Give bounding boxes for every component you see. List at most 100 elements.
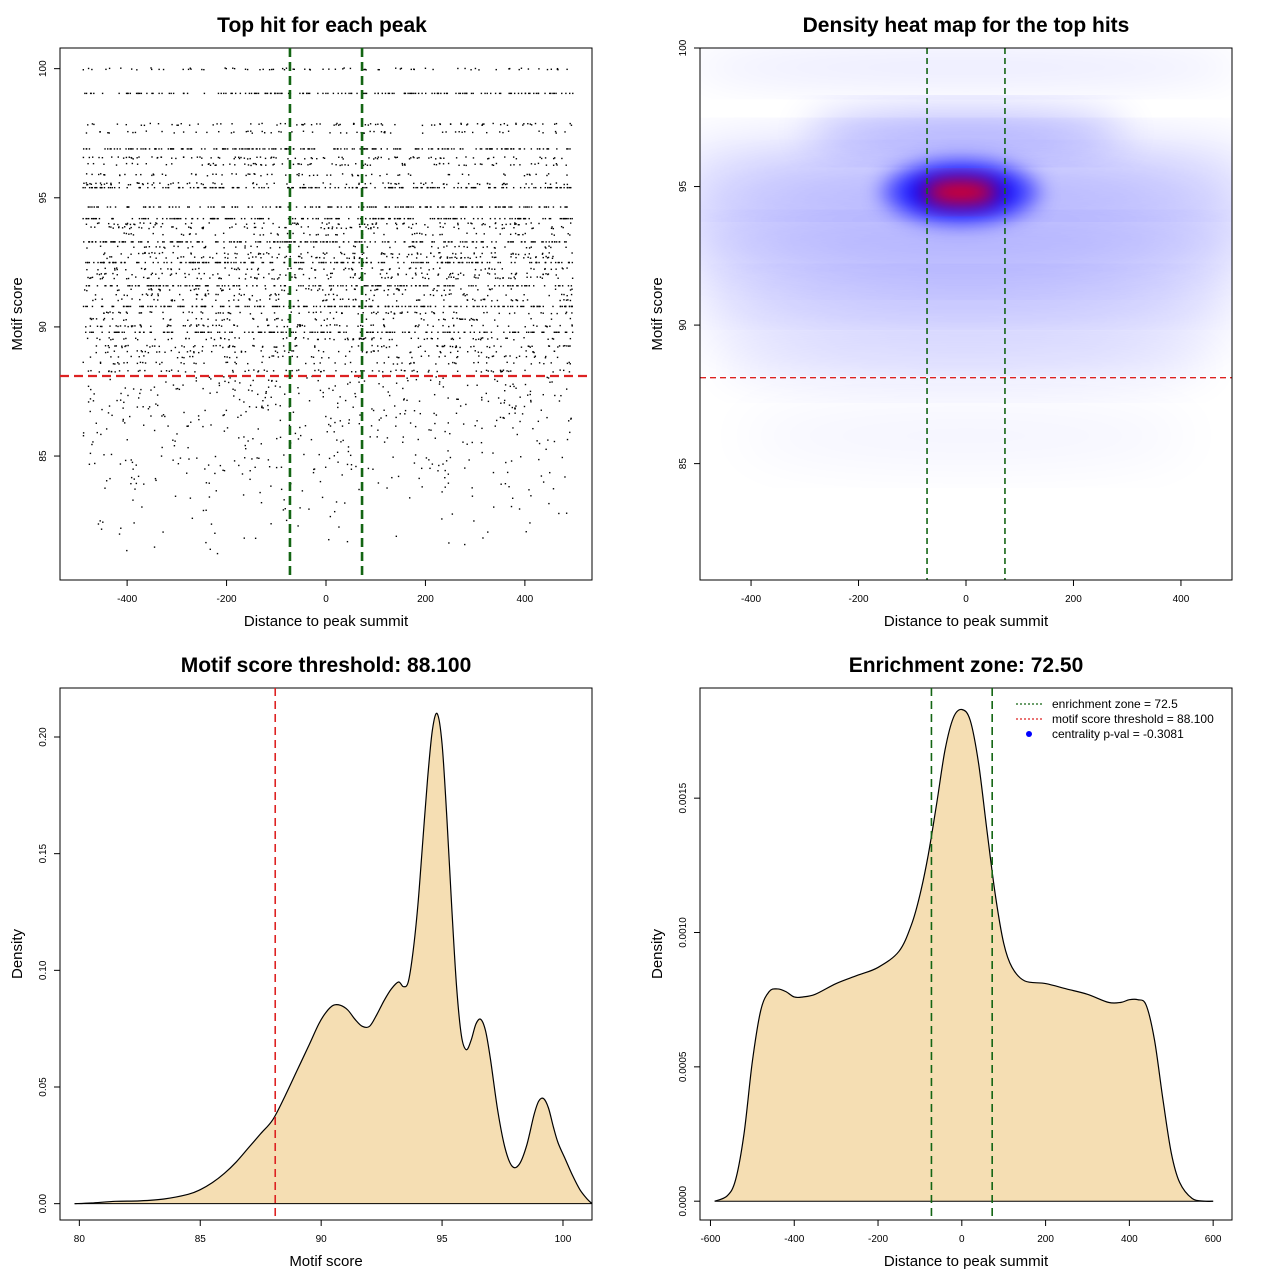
- scatter-point: [431, 186, 433, 189]
- scatter-point: [125, 162, 128, 165]
- scatter-point: [251, 294, 254, 297]
- scatter-point: [265, 392, 267, 394]
- scatter-point: [440, 217, 442, 220]
- scatter-point: [439, 222, 441, 224]
- scatter-point: [559, 305, 562, 308]
- scatter-point: [135, 337, 137, 340]
- scatter-point: [550, 227, 553, 230]
- scatter-point: [121, 345, 123, 347]
- scatter-point: [130, 156, 132, 159]
- scatter-point: [173, 445, 176, 447]
- scatter-point: [223, 305, 225, 308]
- scatter-point: [131, 325, 133, 328]
- scatter-point: [89, 182, 91, 185]
- scatter-point: [488, 346, 491, 349]
- scatter-point: [256, 457, 258, 459]
- scatter-point: [114, 269, 116, 271]
- scatter-point: [329, 312, 331, 314]
- scatter-point: [327, 217, 329, 220]
- scatter-point: [214, 241, 217, 243]
- scatter-point: [246, 227, 249, 229]
- scatter-point: [441, 294, 443, 297]
- scatter-point: [504, 246, 506, 248]
- scatter-point: [321, 261, 323, 264]
- scatter-point: [163, 331, 166, 333]
- scatter-point: [162, 285, 165, 287]
- scatter-point: [92, 217, 94, 220]
- scatter-point: [222, 312, 224, 314]
- scatter-point: [404, 331, 406, 333]
- scatter-point: [369, 217, 371, 220]
- scatter-point: [468, 285, 470, 287]
- scatter-point: [183, 305, 185, 308]
- scatter-ytick-label: 100: [38, 60, 49, 77]
- distance-density-xtick-label: 200: [1037, 1234, 1054, 1245]
- scatter-point: [542, 305, 545, 308]
- scatter-point: [532, 351, 534, 353]
- scatter-point: [237, 299, 240, 301]
- scatter-point: [310, 124, 313, 126]
- scatter-point: [371, 344, 373, 347]
- scatter-point: [114, 267, 116, 270]
- scatter-point: [308, 148, 311, 150]
- scatter-point: [568, 361, 570, 364]
- scatter-point: [343, 241, 345, 243]
- scatter-point: [195, 288, 197, 290]
- scatter-point: [175, 227, 178, 230]
- scatter-point: [217, 217, 219, 220]
- scatter-point: [505, 461, 507, 464]
- scatter-point: [208, 222, 210, 224]
- scatter-point: [468, 261, 470, 264]
- scatter-point: [501, 370, 504, 373]
- scatter-point: [175, 388, 177, 390]
- scatter-point: [408, 246, 410, 248]
- scatter-point: [158, 252, 161, 255]
- scatter-point: [255, 148, 258, 150]
- scatter-point: [280, 285, 282, 287]
- scatter-point: [235, 257, 237, 259]
- scatter-point: [318, 206, 320, 208]
- scatter-point: [548, 241, 550, 243]
- scatter-point: [251, 458, 253, 460]
- scatter-point: [437, 331, 439, 333]
- scatter-point: [524, 285, 526, 287]
- scatter-point: [533, 241, 535, 243]
- scatter-point: [234, 156, 237, 158]
- scatter-point: [87, 124, 89, 126]
- scatter-point: [500, 483, 502, 485]
- scatter-point: [518, 508, 521, 510]
- scatter-point: [327, 92, 329, 95]
- scatter-point: [475, 232, 478, 235]
- scatter-point: [234, 389, 236, 391]
- scatter-point: [550, 68, 553, 70]
- scatter-point: [367, 467, 370, 470]
- scatter-point: [285, 369, 287, 372]
- scatter-point: [124, 345, 126, 348]
- scatter-point: [570, 417, 572, 420]
- scatter-point: [258, 331, 260, 333]
- scatter-point: [102, 261, 105, 264]
- scatter-point: [133, 223, 135, 225]
- scatter-point: [116, 268, 118, 271]
- scatter-point: [248, 92, 251, 95]
- scatter-point: [314, 277, 317, 279]
- scatter-point: [95, 241, 97, 243]
- scatter-point: [215, 324, 217, 327]
- heatmap-x-label: Distance to peak summit: [884, 613, 1049, 630]
- scatter-point: [127, 325, 129, 328]
- scatter-point: [550, 246, 552, 249]
- scatter-point: [345, 305, 348, 308]
- scatter-point: [521, 241, 523, 243]
- scatter-point: [381, 124, 384, 126]
- scatter-point: [106, 148, 109, 150]
- scatter-point: [120, 261, 123, 264]
- scatter-point: [211, 186, 213, 189]
- scatter-point: [302, 285, 304, 287]
- scatter-point: [230, 241, 233, 243]
- scatter-point: [440, 261, 443, 264]
- scatter-point: [171, 217, 173, 220]
- scatter-point: [328, 457, 331, 460]
- scatter-point: [185, 261, 187, 264]
- scatter-point: [481, 337, 484, 339]
- scatter-point: [418, 400, 421, 402]
